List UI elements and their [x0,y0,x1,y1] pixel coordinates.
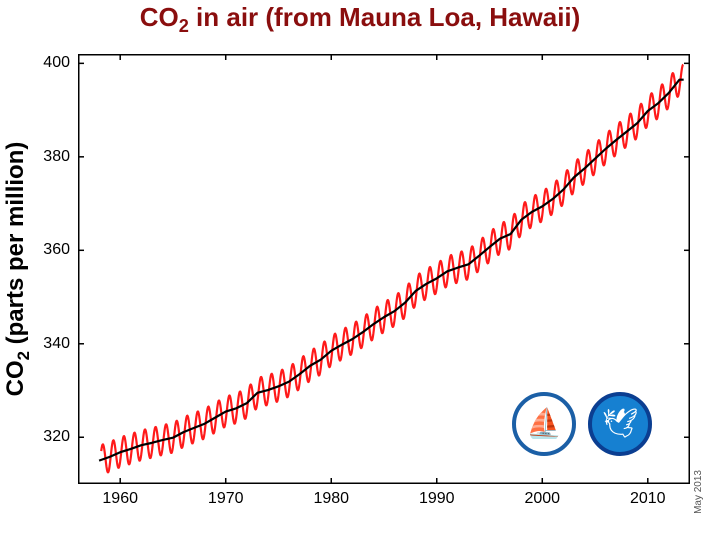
x-tick-label: 1990 [419,490,455,508]
scripps-logo: ⛵ [512,392,576,456]
y-tick-label: 400 [43,54,70,72]
chart-container: CO2 in air (from Mauna Loa, Hawaii) CO2 … [0,0,720,540]
x-tick-label: 1970 [208,490,244,508]
y-tick-label: 320 [43,428,70,446]
x-tick-label: 2000 [524,490,560,508]
x-tick-label: 1980 [313,490,349,508]
x-tick-label: 2010 [630,490,666,508]
y-tick-label: 380 [43,148,70,166]
x-tick-label: 1960 [102,490,138,508]
chart-title: CO2 in air (from Mauna Loa, Hawaii) [0,2,720,37]
y-axis-label: CO2 (parts per million) [2,142,34,397]
noaa-logo: 🕊 [588,392,652,456]
y-tick-label: 360 [43,241,70,259]
date-stamp: May 2013 [693,470,704,514]
y-tick-label: 340 [43,335,70,353]
